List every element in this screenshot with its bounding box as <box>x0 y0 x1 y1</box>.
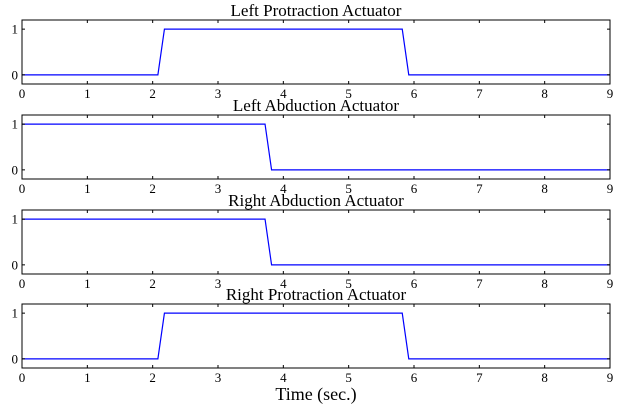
x-axis-label: Time (sec.) <box>275 384 356 405</box>
x-tick-label: 5 <box>345 276 352 291</box>
y-tick-label: 0 <box>12 162 19 177</box>
plot-frame <box>21 303 611 369</box>
x-tick-label: 7 <box>476 370 483 385</box>
x-tick-label: 6 <box>411 86 418 101</box>
x-tick-label: 0 <box>19 181 26 196</box>
x-tick-label: 4 <box>280 370 287 385</box>
x-tick-label: 5 <box>345 181 352 196</box>
plot-frame <box>21 114 611 180</box>
chart-title: Left Abduction Actuator <box>233 96 400 115</box>
y-tick-label: 0 <box>12 67 19 82</box>
series-line <box>22 312 610 360</box>
x-tick-label: 9 <box>607 181 614 196</box>
chart-title: Left Protraction Actuator <box>231 1 402 20</box>
x-tick-label: 3 <box>215 370 222 385</box>
x-tick-label: 4 <box>280 276 287 291</box>
y-tick-label: 1 <box>12 22 19 37</box>
x-tick-label: 5 <box>345 370 352 385</box>
series-line <box>22 28 610 76</box>
x-tick-label: 3 <box>215 276 222 291</box>
x-tick-label: 9 <box>607 276 614 291</box>
x-tick-label: 8 <box>541 181 548 196</box>
x-tick-label: 2 <box>149 276 156 291</box>
x-tick-label: 6 <box>411 370 418 385</box>
x-tick-label: 4 <box>280 181 287 196</box>
x-tick-label: 4 <box>280 86 287 101</box>
chart-title: Right Protraction Actuator <box>226 285 407 304</box>
x-tick-label: 2 <box>149 86 156 101</box>
x-tick-label: 2 <box>149 181 156 196</box>
x-tick-label: 8 <box>541 276 548 291</box>
x-tick-label: 2 <box>149 370 156 385</box>
x-tick-label: 0 <box>19 370 26 385</box>
x-tick-label: 6 <box>411 276 418 291</box>
x-tick-label: 3 <box>215 86 222 101</box>
y-tick-label: 1 <box>12 306 19 321</box>
chart-panel-4: Right Protraction Actuator 0 1 2 3 4 5 6 7 8 9 0 1 Ti… <box>12 285 614 405</box>
x-tick-label: 9 <box>607 370 614 385</box>
x-tick-label: 1 <box>84 181 91 196</box>
y-tick-label: 0 <box>12 257 19 272</box>
x-tick-label: 7 <box>476 86 483 101</box>
x-tick-label: 9 <box>607 86 614 101</box>
x-tick-label: 3 <box>215 181 222 196</box>
chart-panel-3: Right Abduction Actuator 0 1 2 3 4 5 6 7 8 9 0 1 <box>12 191 614 291</box>
y-tick-label: 0 <box>12 351 19 366</box>
x-tick-label: 1 <box>84 86 91 101</box>
series-line <box>22 218 610 266</box>
chart-panel-1: Left Protraction Actuator 0 1 2 3 4 5 6 7 8 9 0 1 <box>12 1 614 101</box>
plot-frame <box>21 209 611 275</box>
x-tick-label: 0 <box>19 276 26 291</box>
x-tick-label: 5 <box>345 86 352 101</box>
x-tick-label: 1 <box>84 370 91 385</box>
y-tick-label: 1 <box>12 117 19 132</box>
series-line <box>22 123 610 171</box>
x-tick-label: 8 <box>541 370 548 385</box>
x-tick-label: 7 <box>476 181 483 196</box>
y-tick-label: 1 <box>12 212 19 227</box>
x-tick-label: 8 <box>541 86 548 101</box>
x-tick-label: 7 <box>476 276 483 291</box>
x-tick-label: 0 <box>19 86 26 101</box>
chart-title: Right Abduction Actuator <box>228 191 404 210</box>
plot-frame <box>21 19 611 85</box>
x-tick-label: 6 <box>411 181 418 196</box>
x-tick-label: 1 <box>84 276 91 291</box>
chart-panel-2: Left Abduction Actuator 0 1 2 3 4 5 6 7 8 9 0 1 <box>12 96 614 196</box>
